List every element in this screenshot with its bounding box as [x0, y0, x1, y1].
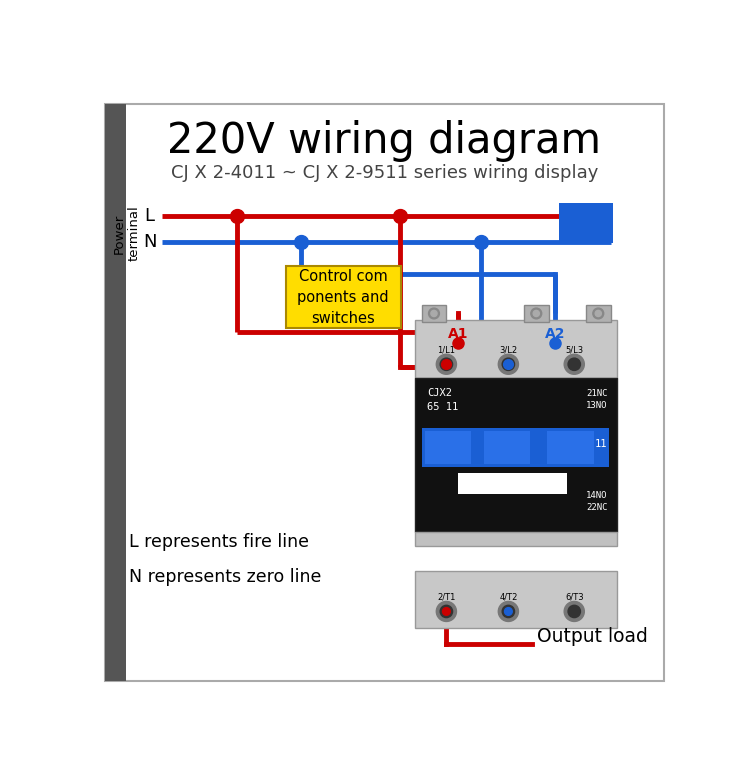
Bar [422, 428, 609, 467]
Text: 14NO
22NC: 14NO 22NC [586, 490, 608, 512]
Text: N: N [142, 233, 156, 251]
Circle shape [533, 310, 539, 316]
Bar [422, 305, 446, 322]
Text: CJX2
65 11: CJX2 65 11 [427, 388, 458, 412]
Text: 3/L2: 3/L2 [500, 345, 517, 354]
Text: L represents fire line: L represents fire line [129, 533, 309, 551]
Text: 2/T1: 2/T1 [437, 592, 455, 601]
Bar [104, 104, 126, 681]
Text: N represents zero line: N represents zero line [129, 568, 321, 586]
Circle shape [440, 358, 452, 371]
Circle shape [498, 601, 518, 622]
Circle shape [564, 354, 584, 375]
Circle shape [596, 310, 602, 316]
Circle shape [503, 358, 515, 371]
Text: Power
terminal: Power terminal [113, 205, 141, 261]
Text: A1: A1 [448, 327, 468, 341]
Circle shape [498, 354, 518, 375]
Circle shape [568, 605, 580, 618]
Text: L: L [145, 207, 154, 225]
Circle shape [592, 308, 604, 319]
Circle shape [570, 608, 578, 615]
Text: 11: 11 [595, 438, 608, 448]
Text: 4/T2: 4/T2 [500, 592, 517, 601]
Text: 6/T3: 6/T3 [565, 592, 584, 601]
Bar [286, 267, 400, 328]
Bar [416, 378, 616, 532]
Circle shape [568, 358, 580, 371]
Circle shape [564, 601, 584, 622]
Bar [424, 431, 471, 464]
Bar [416, 320, 616, 378]
Bar [547, 431, 594, 464]
Bar [586, 305, 610, 322]
Circle shape [436, 601, 457, 622]
Text: CJ X 2-4011 ~ CJ X 2-9511 series wiring display: CJ X 2-4011 ~ CJ X 2-9511 series wiring … [171, 163, 598, 182]
Circle shape [531, 308, 542, 319]
Circle shape [436, 354, 457, 375]
Text: 21NC
13NO: 21NC 13NO [586, 389, 608, 410]
Text: 220V wiring diagram: 220V wiring diagram [167, 120, 602, 162]
Text: Control com
ponents and
switches: Control com ponents and switches [298, 269, 389, 326]
Text: 5/L3: 5/L3 [566, 345, 584, 354]
Circle shape [505, 608, 512, 615]
Circle shape [428, 308, 439, 319]
Circle shape [503, 605, 515, 618]
Text: A2: A2 [544, 327, 566, 341]
Bar [524, 305, 549, 322]
Circle shape [442, 608, 450, 615]
Bar [416, 570, 616, 629]
Circle shape [440, 605, 452, 618]
Bar [416, 532, 616, 546]
Bar [484, 431, 530, 464]
Bar [559, 203, 613, 242]
Text: 1/L1: 1/L1 [437, 345, 455, 354]
Text: Output load: Output load [537, 626, 648, 646]
Circle shape [430, 310, 437, 316]
Bar [458, 473, 566, 494]
